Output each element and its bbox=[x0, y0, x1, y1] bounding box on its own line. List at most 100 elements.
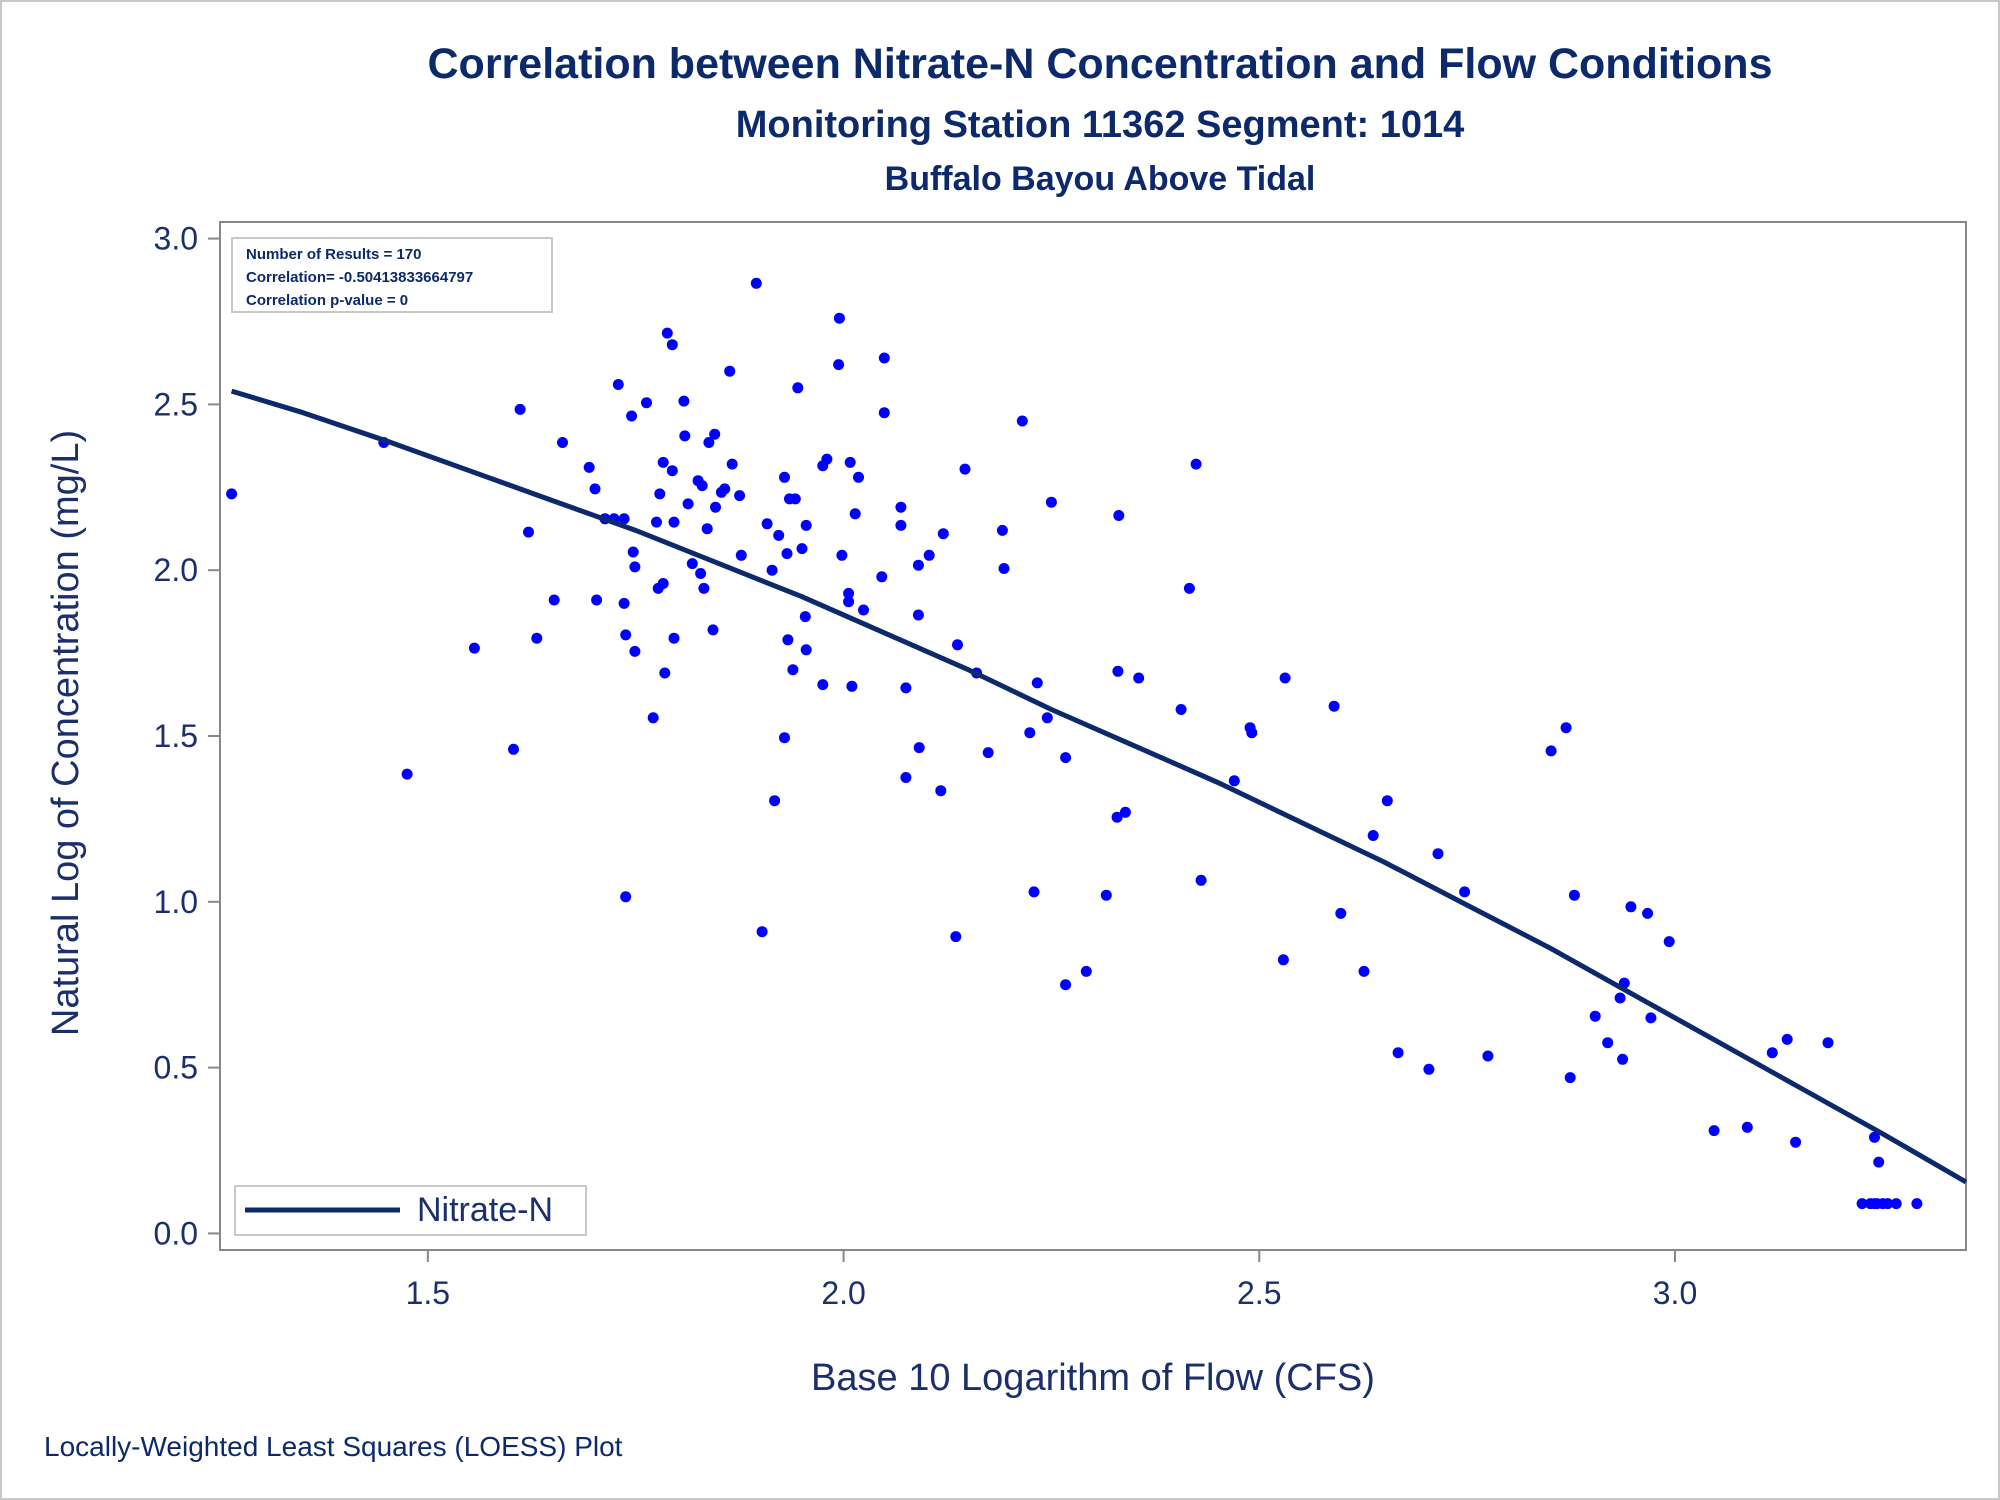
stats-correlation: Correlation= -0.50413833664797 bbox=[246, 269, 473, 286]
scatter-point bbox=[654, 488, 666, 500]
scatter-point bbox=[1381, 795, 1393, 807]
scatter-point bbox=[719, 483, 731, 495]
scatter-point bbox=[766, 564, 778, 576]
scatter-point bbox=[661, 327, 673, 339]
scatter-point bbox=[1113, 510, 1125, 521]
scatter-point bbox=[1459, 886, 1471, 898]
scatter-point bbox=[878, 352, 890, 364]
legend: Nitrate-N bbox=[234, 1185, 587, 1236]
scatter-point bbox=[1112, 665, 1124, 677]
scatter-point bbox=[618, 597, 630, 609]
scatter-point bbox=[796, 543, 808, 555]
scatter-point bbox=[846, 680, 858, 692]
scatter-point bbox=[1873, 1156, 1885, 1168]
scatter-point bbox=[1045, 496, 1057, 508]
scatter-point bbox=[959, 463, 971, 475]
scatter-point bbox=[923, 549, 935, 561]
scatter-point bbox=[1031, 677, 1043, 689]
scatter-point bbox=[666, 465, 678, 477]
scatter-point bbox=[789, 493, 801, 505]
axis-ticks: 1.5 2.0 2.5 3.0 0.0 0.5 1.0 1.5 2.0 2.5 3.0 bbox=[154, 221, 1698, 1311]
scatter-point bbox=[1228, 775, 1240, 787]
scatter-point bbox=[523, 526, 534, 538]
scatter-point bbox=[1183, 582, 1195, 594]
scatter-point bbox=[1625, 901, 1637, 913]
scatter-point bbox=[710, 501, 721, 513]
y-tick-label: 3.0 bbox=[154, 221, 198, 257]
scatter-point bbox=[612, 379, 624, 390]
scatter-point bbox=[1195, 874, 1207, 886]
scatter-point bbox=[468, 642, 480, 654]
scatter-point bbox=[1328, 700, 1340, 712]
scatter-point bbox=[1279, 672, 1291, 684]
scatter-point bbox=[707, 624, 719, 636]
scatter-point bbox=[696, 480, 708, 492]
scatter-point bbox=[833, 359, 845, 371]
scatter-point bbox=[548, 594, 560, 606]
scatter-point bbox=[799, 611, 811, 623]
scatter-point bbox=[1016, 415, 1028, 427]
stats-results-count: Number of Results = 170 bbox=[246, 246, 421, 263]
scatter-point bbox=[787, 664, 799, 676]
scatter-point bbox=[843, 587, 855, 599]
scatter-point bbox=[1602, 1037, 1614, 1049]
scatter-point bbox=[779, 732, 790, 744]
scatter-point bbox=[1133, 672, 1145, 684]
scatter-point bbox=[1423, 1063, 1435, 1075]
scatter-point bbox=[1190, 458, 1202, 470]
scatter-point bbox=[792, 382, 804, 394]
chart-title: Correlation between Nitrate-N Concentrat… bbox=[428, 40, 1773, 88]
footnote: Locally-Weighted Least Squares (LOESS) P… bbox=[44, 1431, 623, 1462]
scatter-point bbox=[626, 410, 638, 422]
scatter-point bbox=[1790, 1136, 1802, 1148]
scatter-point bbox=[1568, 889, 1580, 901]
scatter-point bbox=[226, 488, 238, 500]
y-tick-label: 1.5 bbox=[154, 718, 198, 754]
scatter-point bbox=[843, 596, 855, 608]
scatter-point bbox=[1024, 727, 1036, 739]
scatter-point bbox=[1617, 1053, 1629, 1065]
scatter-point bbox=[698, 582, 710, 594]
scatter-point bbox=[1482, 1050, 1494, 1062]
scatter-point bbox=[1911, 1198, 1923, 1210]
scatter-point bbox=[952, 639, 963, 651]
scatter-point bbox=[1028, 886, 1040, 898]
loess-fit-line bbox=[230, 388, 1968, 1185]
scatter-point bbox=[583, 461, 595, 473]
scatter-point bbox=[703, 437, 715, 448]
scatter-point bbox=[734, 490, 746, 502]
scatter-point bbox=[641, 397, 652, 409]
scatter-point bbox=[1663, 936, 1675, 948]
scatter-point bbox=[1060, 752, 1072, 764]
chart-subtitle: Monitoring Station 11362 Segment: 1014 bbox=[736, 104, 1465, 146]
scatter-point bbox=[769, 795, 781, 807]
y-tick-label: 1.0 bbox=[154, 884, 198, 920]
chart-subtitle-2: Buffalo Bayou Above Tidal bbox=[885, 160, 1316, 198]
x-tick-label: 1.5 bbox=[406, 1275, 450, 1311]
scatter-point bbox=[726, 458, 738, 470]
scatter-point bbox=[895, 501, 907, 513]
scatter-point bbox=[657, 578, 669, 589]
scatter-point bbox=[701, 523, 713, 535]
scatter-point bbox=[1392, 1047, 1404, 1059]
scatter-point bbox=[836, 549, 848, 561]
x-tick-label: 2.5 bbox=[1237, 1275, 1281, 1311]
scatter-point bbox=[1119, 806, 1131, 818]
y-tick-label: 2.0 bbox=[154, 552, 198, 588]
scatter-point bbox=[657, 456, 669, 468]
scatter-point bbox=[1080, 965, 1092, 977]
scatter-point bbox=[1432, 848, 1444, 860]
stats-p-value: Correlation p-value = 0 bbox=[246, 292, 408, 309]
scatter-point bbox=[779, 471, 790, 483]
scatter-point bbox=[627, 546, 639, 558]
scatter-point bbox=[1781, 1033, 1793, 1045]
scatter-point bbox=[1822, 1037, 1834, 1049]
scatter-point bbox=[1545, 745, 1557, 757]
scatter-point bbox=[591, 594, 603, 606]
scatter-point bbox=[686, 558, 698, 570]
scatter-point bbox=[982, 747, 994, 759]
scatter-point bbox=[833, 312, 845, 324]
scatter-point bbox=[935, 785, 947, 797]
scatter-point bbox=[1564, 1072, 1576, 1084]
